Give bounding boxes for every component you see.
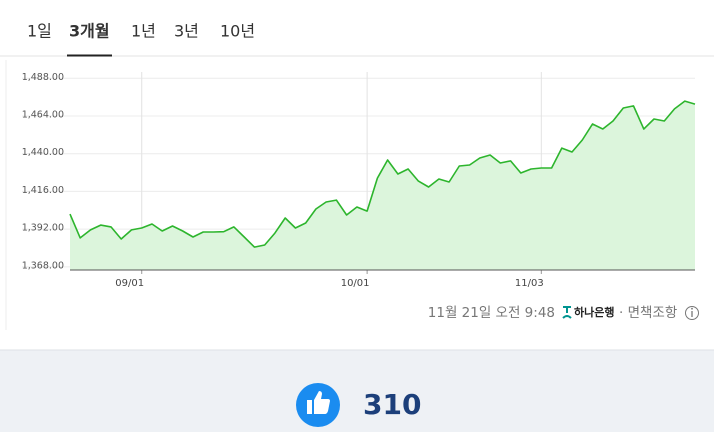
y-tick-label: 1,368.00: [22, 260, 64, 271]
tab[interactable]: 3년: [174, 22, 199, 41]
tab[interactable]: 1일: [27, 22, 52, 41]
like-button[interactable]: [296, 383, 340, 427]
y-tick-label: 1,488.00: [22, 72, 64, 83]
x-tick-label: 10/01: [341, 278, 370, 289]
disclaimer[interactable]: · 면책조항: [619, 305, 677, 321]
provider: 하나은행: [574, 305, 614, 319]
x-tick-label: 11/03: [515, 278, 544, 289]
price-line: [69, 100, 696, 248]
tab[interactable]: 1년: [131, 22, 156, 41]
y-tick-label: 1,464.00: [22, 110, 64, 121]
area-fill: [70, 101, 695, 270]
x-tick-label: 09/01: [115, 278, 144, 289]
like-count: 310: [363, 388, 421, 421]
timestamp: 11월 21일 오전 9:48: [428, 305, 555, 321]
y-tick-label: 1,440.00: [22, 147, 64, 158]
tab[interactable]: 10년: [220, 22, 255, 41]
y-tick-label: 1,416.00: [22, 185, 64, 196]
chart: 1,368.00 1,392.00 1,416.00 1,440.00 1,464.00…: [22, 72, 696, 289]
tab[interactable]: 3개월: [69, 22, 110, 41]
info-icon[interactable]: [685, 306, 699, 320]
provider-logo: [562, 306, 572, 319]
y-tick-label: 1,392.00: [22, 223, 64, 234]
footer-bar: [0, 350, 714, 432]
